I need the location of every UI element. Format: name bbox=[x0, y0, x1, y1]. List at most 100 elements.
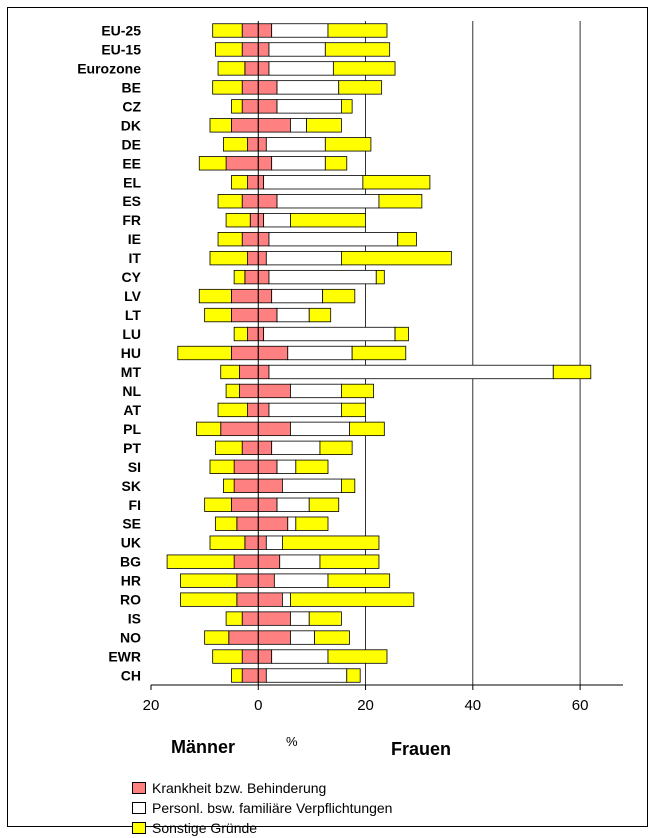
category-label: PL bbox=[123, 421, 141, 437]
bar-women bbox=[276, 307, 310, 323]
bar-women bbox=[295, 516, 329, 531]
bar-men bbox=[217, 194, 243, 209]
category-label: IE bbox=[128, 231, 141, 247]
bar-men bbox=[241, 649, 259, 664]
category-label: EU-25 bbox=[101, 22, 141, 38]
bar-men bbox=[247, 137, 259, 152]
bar-women bbox=[257, 194, 278, 209]
bar-women bbox=[271, 440, 321, 456]
bar-men bbox=[241, 80, 259, 95]
category-label: AT bbox=[123, 402, 141, 418]
bar-women bbox=[257, 402, 270, 418]
bar-women bbox=[327, 649, 388, 664]
bar-women bbox=[290, 630, 315, 645]
legend: Krankheit bzw. Behinderung Personl. bsw.… bbox=[132, 778, 392, 838]
bar-men bbox=[225, 383, 240, 399]
bar-men bbox=[177, 345, 232, 361]
category-label: DK bbox=[121, 117, 141, 133]
bar-men bbox=[212, 649, 243, 664]
bar-men bbox=[231, 118, 259, 133]
bar-women bbox=[257, 630, 291, 645]
bar-men bbox=[236, 592, 259, 607]
x-axis-unit-label: % bbox=[286, 734, 298, 749]
bar-men bbox=[231, 497, 259, 512]
bar-women bbox=[268, 232, 399, 247]
bar-women bbox=[290, 213, 366, 228]
bar-women bbox=[257, 440, 273, 456]
bar-men bbox=[214, 440, 243, 456]
bar-women bbox=[338, 80, 383, 95]
category-label: EU-15 bbox=[101, 41, 141, 57]
bar-men bbox=[223, 478, 235, 493]
bar-women bbox=[273, 573, 329, 588]
bar-women bbox=[257, 42, 270, 57]
bar-women bbox=[324, 156, 348, 171]
category-label: BE bbox=[122, 79, 141, 95]
x-tick-label: 60 bbox=[572, 697, 589, 714]
bar-women bbox=[332, 61, 396, 76]
bar-women bbox=[319, 554, 380, 569]
bar-men bbox=[247, 326, 259, 342]
bar-men bbox=[223, 137, 248, 152]
bar-women bbox=[322, 288, 356, 304]
bar-men bbox=[212, 23, 243, 38]
bar-women bbox=[263, 326, 396, 342]
bar-men bbox=[247, 402, 259, 418]
category-label: Eurozone bbox=[77, 60, 141, 76]
bar-women bbox=[290, 118, 307, 133]
bar-women bbox=[257, 250, 267, 266]
legend-swatch-sonstige bbox=[132, 822, 146, 834]
bar-women bbox=[276, 459, 297, 474]
bar-women bbox=[257, 364, 270, 380]
bar-women bbox=[257, 345, 289, 361]
bar-men bbox=[233, 478, 259, 493]
category-label: BG bbox=[120, 554, 141, 570]
category-label: NO bbox=[120, 630, 141, 646]
bar-men bbox=[241, 42, 259, 57]
bar-women bbox=[257, 592, 283, 607]
bar-men bbox=[166, 554, 235, 569]
bar-women bbox=[349, 421, 385, 437]
bar-men bbox=[196, 421, 222, 437]
legend-swatch-krankheit bbox=[132, 782, 146, 794]
category-label: MT bbox=[121, 364, 142, 380]
bar-women bbox=[257, 175, 265, 190]
bar-men bbox=[209, 459, 235, 474]
bar-women bbox=[257, 478, 283, 493]
bar-men bbox=[236, 573, 259, 588]
bar-women bbox=[257, 156, 273, 171]
legend-label-sonstige: Sonstige Gründe bbox=[152, 820, 258, 836]
bar-women bbox=[397, 232, 417, 247]
bar-women bbox=[308, 611, 342, 626]
category-label: CH bbox=[121, 668, 141, 684]
bar-women bbox=[268, 61, 334, 76]
bar-men bbox=[239, 364, 259, 380]
bar-women bbox=[314, 630, 350, 645]
bar-women bbox=[287, 516, 297, 531]
women-label: Frauen bbox=[391, 739, 452, 759]
legend-swatch-verpflichtungen bbox=[132, 802, 146, 814]
bar-women bbox=[552, 364, 592, 380]
bar-men bbox=[220, 421, 259, 437]
legend-label-verpflichtungen: Personl. bsw. familiäre Verpflichtungen bbox=[152, 800, 393, 816]
legend-item: Krankheit bzw. Behinderung bbox=[132, 778, 392, 798]
bar-men bbox=[247, 250, 259, 266]
bar-men bbox=[198, 288, 232, 304]
bar-women bbox=[271, 649, 329, 664]
bar-women bbox=[257, 421, 291, 437]
bar-women bbox=[290, 383, 342, 399]
bar-women bbox=[327, 573, 391, 588]
bar-women bbox=[362, 175, 431, 190]
bar-women bbox=[324, 137, 372, 152]
bar-women bbox=[308, 307, 332, 323]
bar-men bbox=[214, 516, 238, 531]
bar-women bbox=[257, 573, 275, 588]
bar-women bbox=[282, 535, 380, 550]
bar-women bbox=[351, 345, 407, 361]
bar-men bbox=[225, 213, 251, 228]
x-tick-label: 20 bbox=[143, 697, 160, 714]
bar-men bbox=[244, 535, 259, 550]
bar-women bbox=[276, 497, 310, 512]
category-label: EWR bbox=[108, 649, 141, 665]
category-label: EE bbox=[122, 155, 141, 171]
